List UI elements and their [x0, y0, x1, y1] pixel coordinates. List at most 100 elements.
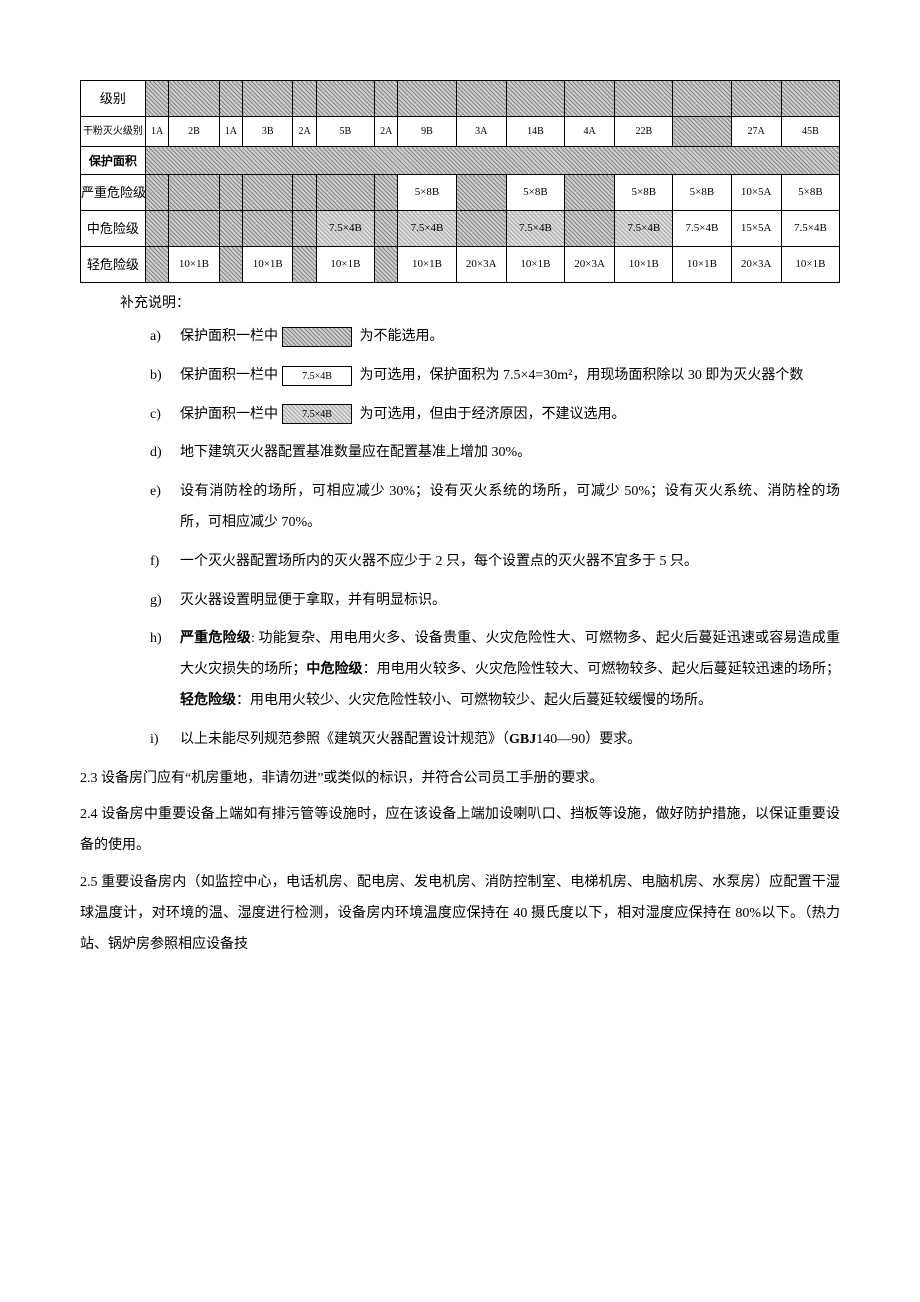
table-cell: [564, 175, 614, 211]
table-cell: [398, 81, 456, 117]
table-cell: 10×1B: [316, 247, 374, 283]
table-cell: [219, 81, 242, 117]
table-cell: [145, 81, 168, 117]
table-cell: [243, 211, 293, 247]
note-item: f)一个灭火器配置场所内的灭火器不应少于 2 只，每个设置点的灭火器不宜多于 5…: [180, 547, 840, 578]
table-cell: 7.5×4B: [673, 211, 731, 247]
note-marker: d): [150, 438, 162, 469]
table-cell: [169, 211, 219, 247]
table-cell: 5×8B: [615, 175, 673, 211]
table-cell: 27A: [731, 117, 781, 147]
legend-box: 7.5×4B: [282, 366, 352, 386]
table-cell: [169, 175, 219, 211]
table-cell: 14B: [506, 117, 564, 147]
table-cell: 4A: [564, 117, 614, 147]
table-cell: [293, 211, 316, 247]
table-cell: [615, 81, 673, 117]
table-cell: [781, 81, 839, 117]
paragraph: 2.3 设备房门应有“机房重地，非请勿进”或类似的标识，并符合公司员工手册的要求…: [80, 764, 840, 795]
table-cell: [219, 175, 242, 211]
table-cell: [145, 211, 168, 247]
table-cell: 10×5A: [731, 175, 781, 211]
table-cell: [374, 211, 397, 247]
table-cell: 7.5×4B: [316, 211, 374, 247]
table-cell: 9B: [398, 117, 456, 147]
table-cell: 2B: [169, 117, 219, 147]
table-cell: 10×1B: [673, 247, 731, 283]
table-cell: [374, 81, 397, 117]
note-item: i)以上未能尽列规范参照《建筑灭火器配置设计规范》（GBJ140—90）要求。: [180, 725, 840, 756]
page: 级别干粉灭火级别1A2B1A3B2A5B2A9B3A14B4A22B27A45B…: [0, 0, 920, 1026]
note-marker: b): [150, 361, 162, 392]
note-item: a)保护面积一栏中 为不能选用。: [180, 322, 840, 353]
paragraph: 2.4 设备房中重要设备上端如有排污管等设施时，应在该设备上端加设喇叭口、挡板等…: [80, 800, 840, 862]
table-cell: 5B: [316, 117, 374, 147]
table-cell: [316, 175, 374, 211]
table-cell: 22B: [615, 117, 673, 147]
note-text: 严重危险级: 功能复杂、用电用火多、设备贵重、火灾危险性大、可燃物多、起火后蔓延…: [180, 631, 840, 708]
note-item: h)严重危险级: 功能复杂、用电用火多、设备贵重、火灾危险性大、可燃物多、起火后…: [180, 624, 840, 716]
table-cell: [564, 81, 614, 117]
table-cell: [293, 81, 316, 117]
note-item: c)保护面积一栏中7.5×4B 为可选用，但由于经济原因，不建议选用。: [180, 400, 840, 431]
table-cell: 45B: [781, 117, 839, 147]
note-marker: g): [150, 586, 162, 617]
table-cell: [673, 117, 731, 147]
table-cell: 5×8B: [781, 175, 839, 211]
table-cell: [145, 147, 839, 175]
table-cell: 5×8B: [398, 175, 456, 211]
table-cell: 10×1B: [243, 247, 293, 283]
table-cell: [293, 175, 316, 211]
table-cell: [316, 81, 374, 117]
table-cell: 5×8B: [506, 175, 564, 211]
table-cell: [243, 81, 293, 117]
table-cell: [145, 247, 168, 283]
table-cell: [456, 175, 506, 211]
table-cell: [456, 211, 506, 247]
note-marker: i): [150, 725, 159, 756]
table-cell: [564, 211, 614, 247]
note-marker: h): [150, 624, 162, 655]
note-text: 以上未能尽列规范参照《建筑灭火器配置设计规范》（GBJ140—90）要求。: [180, 732, 641, 747]
note-item: d)地下建筑灭火器配置基准数量应在配置基准上增加 30%。: [180, 438, 840, 469]
table-cell: 2A: [293, 117, 316, 147]
table-cell: 7.5×4B: [506, 211, 564, 247]
table-cell: 10×1B: [506, 247, 564, 283]
table-cell: 20×3A: [456, 247, 506, 283]
note-marker: a): [150, 322, 161, 353]
table-cell: [506, 81, 564, 117]
row-label: 严重危险级: [81, 175, 146, 211]
table-cell: [243, 175, 293, 211]
table-cell: [374, 175, 397, 211]
notes-intro: 补充说明：: [120, 293, 840, 314]
table-cell: 7.5×4B: [398, 211, 456, 247]
table-cell: [673, 81, 731, 117]
table-cell: 3A: [456, 117, 506, 147]
row-label: 中危险级: [81, 211, 146, 247]
table-cell: 10×1B: [169, 247, 219, 283]
spec-table: 级别干粉灭火级别1A2B1A3B2A5B2A9B3A14B4A22B27A45B…: [80, 80, 840, 283]
note-item: b)保护面积一栏中7.5×4B 为可选用，保护面积为 7.5×4=30m²，用现…: [180, 361, 840, 392]
table-cell: [145, 175, 168, 211]
table-cell: 1A: [145, 117, 168, 147]
notes-list: a)保护面积一栏中 为不能选用。 b)保护面积一栏中7.5×4B 为可选用，保护面…: [140, 322, 840, 756]
paragraph: 2.5 重要设备房内（如监控中心，电话机房、配电房、发电机房、消防控制室、电梯机…: [80, 868, 840, 960]
note-marker: c): [150, 400, 161, 431]
notes-section: 补充说明： a)保护面积一栏中 为不能选用。b)保护面积一栏中7.5×4B 为可…: [140, 293, 840, 756]
table-cell: 7.5×4B: [781, 211, 839, 247]
note-marker: e): [150, 477, 161, 508]
legend-box: [282, 327, 352, 347]
body-paragraphs: 2.3 设备房门应有“机房重地，非请勿进”或类似的标识，并符合公司员工手册的要求…: [80, 764, 840, 961]
table-cell: [456, 81, 506, 117]
table-cell: [731, 81, 781, 117]
row-label: 干粉灭火级别: [81, 117, 146, 147]
table-cell: 15×5A: [731, 211, 781, 247]
table-cell: 10×1B: [398, 247, 456, 283]
table-cell: [219, 211, 242, 247]
table-cell: [219, 247, 242, 283]
table-cell: [169, 81, 219, 117]
note-marker: f): [150, 547, 159, 578]
table-cell: 10×1B: [615, 247, 673, 283]
table-cell: 1A: [219, 117, 242, 147]
row-label: 轻危险级: [81, 247, 146, 283]
